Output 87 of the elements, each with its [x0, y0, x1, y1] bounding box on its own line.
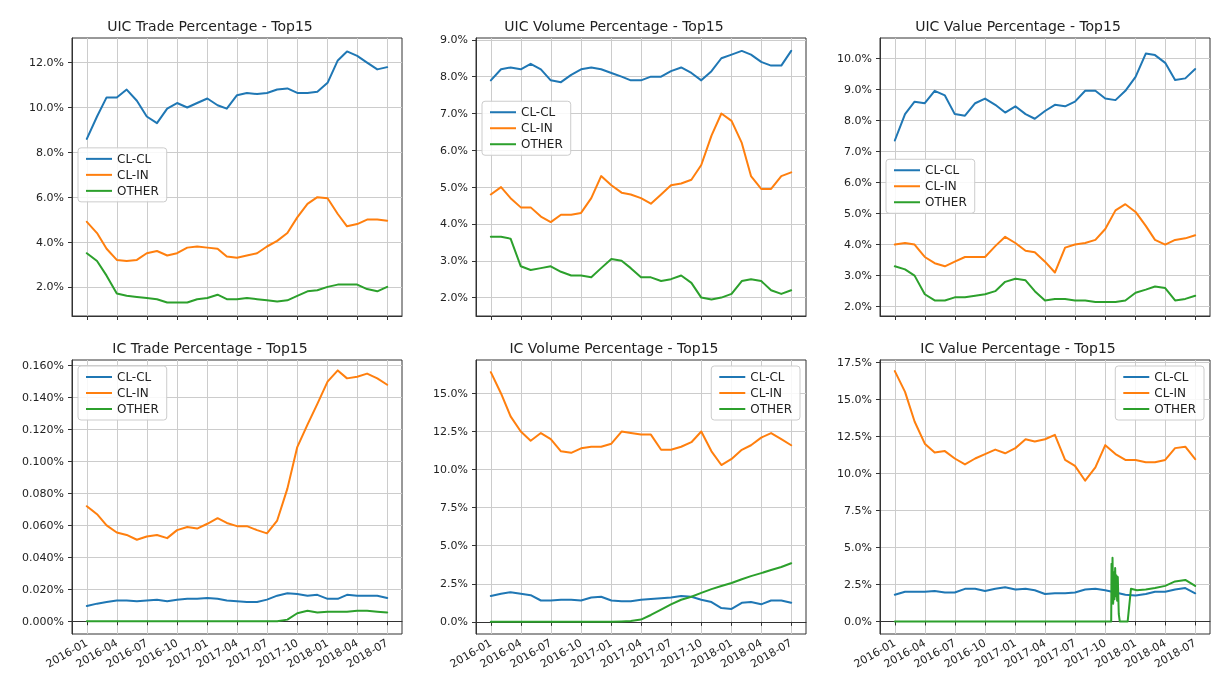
y-tick-label: 12.5%: [433, 425, 468, 439]
line-series: [85, 609, 389, 623]
chart-title: IC Value Percentage - Top15: [920, 340, 1116, 356]
legend-label: CL-IN: [521, 121, 553, 136]
y-tick-label: 5.0%: [844, 207, 872, 220]
line-series: [893, 586, 1197, 597]
line-series: [85, 369, 389, 541]
line-series: [489, 49, 793, 84]
y-tick-label: 2.5%: [440, 577, 468, 591]
legend-label: CL-CL: [925, 163, 960, 178]
y-tick-label: 8.0%: [440, 70, 468, 84]
y-tick-label: 8.0%: [36, 145, 64, 159]
y-tick-label: 12.0%: [29, 56, 64, 70]
y-tick-label: 5.0%: [440, 180, 468, 194]
y-tick-label: 5.0%: [440, 539, 468, 553]
y-tick-label: 0.160%: [22, 359, 64, 373]
y-tick-label: 0.080%: [22, 486, 64, 500]
y-tick-label: 10.0%: [837, 466, 872, 480]
y-tick-label: 4.0%: [844, 238, 872, 252]
y-tick-label: 0.000%: [22, 614, 64, 628]
chart-title: UIC Volume Percentage - Top15: [504, 18, 724, 34]
line-series: [893, 370, 1197, 482]
y-tick-label: 0.140%: [22, 391, 64, 405]
line-series: [893, 265, 1197, 304]
legend-label: OTHER: [1154, 402, 1196, 416]
y-tick-label: 10.0%: [837, 51, 872, 65]
y-tick-label: 7.0%: [844, 144, 872, 158]
y-tick-label: 2.0%: [844, 300, 872, 314]
legend-label: OTHER: [925, 195, 967, 210]
legend-label: CL-CL: [1154, 370, 1189, 384]
line-series: [85, 196, 389, 263]
y-tick-label: 5.0%: [844, 540, 872, 554]
legend-label: CL-IN: [750, 386, 782, 400]
y-tick-label: 10.0%: [29, 101, 64, 114]
y-tick-label: 9.0%: [844, 82, 872, 96]
y-tick-label: 0.040%: [22, 550, 64, 564]
y-tick-label: 6.0%: [36, 190, 64, 204]
legend-label: CL-CL: [117, 151, 152, 166]
line-series: [489, 591, 793, 610]
legend-label: OTHER: [117, 183, 159, 198]
y-tick-label: 4.0%: [36, 235, 64, 249]
y-tick-label: 7.5%: [440, 501, 468, 515]
y-tick-label: 0.120%: [22, 423, 64, 436]
legend-label: CL-IN: [1154, 386, 1186, 400]
line-series: [85, 592, 389, 608]
y-tick-label: 0.020%: [22, 582, 64, 596]
y-tick-label: 6.0%: [440, 143, 468, 157]
line-series: [489, 235, 793, 301]
y-tick-label: 12.5%: [837, 429, 872, 443]
legend-label: OTHER: [117, 402, 159, 416]
y-tick-label: 2.0%: [36, 280, 64, 294]
chart-title: UIC Value Percentage - Top15: [915, 18, 1121, 34]
y-tick-label: 3.0%: [844, 269, 872, 283]
y-tick-label: 6.0%: [844, 175, 872, 189]
legend-label: OTHER: [521, 137, 563, 152]
line-series: [893, 556, 1197, 623]
y-tick-label: 15.0%: [433, 386, 468, 400]
legend-label: CL-CL: [117, 370, 152, 384]
y-tick-label: 2.5%: [844, 577, 872, 591]
y-tick-label: 17.5%: [837, 355, 872, 369]
legend-label: CL-IN: [117, 386, 149, 400]
chart-title: IC Trade Percentage - Top15: [112, 340, 308, 356]
line-series: [85, 50, 389, 140]
y-tick-label: 8.0%: [844, 113, 872, 127]
line-series: [893, 52, 1197, 142]
y-tick-label: 2.0%: [440, 291, 468, 305]
y-tick-label: 0.100%: [22, 454, 64, 468]
legend-label: CL-IN: [117, 167, 149, 182]
y-tick-label: 4.0%: [440, 217, 468, 231]
legend-label: CL-CL: [750, 370, 785, 384]
legend-label: OTHER: [750, 402, 792, 416]
y-tick-label: 0.0%: [440, 615, 468, 629]
y-tick-label: 0.0%: [844, 614, 872, 628]
y-tick-label: 7.0%: [440, 106, 468, 120]
y-tick-label: 3.0%: [440, 254, 468, 268]
line-series: [85, 252, 389, 304]
y-tick-label: 0.060%: [22, 518, 64, 532]
y-tick-label: 10.0%: [433, 463, 468, 477]
y-tick-label: 7.5%: [844, 503, 872, 517]
legend-label: CL-IN: [925, 179, 957, 194]
line-series: [489, 562, 793, 623]
line-series: [489, 371, 793, 467]
chart-title: UIC Trade Percentage - Top15: [107, 18, 313, 34]
y-tick-label: 9.0%: [440, 33, 468, 47]
legend-label: CL-CL: [521, 105, 556, 120]
chart-title: IC Volume Percentage - Top15: [509, 340, 719, 356]
y-tick-label: 15.0%: [837, 392, 872, 406]
